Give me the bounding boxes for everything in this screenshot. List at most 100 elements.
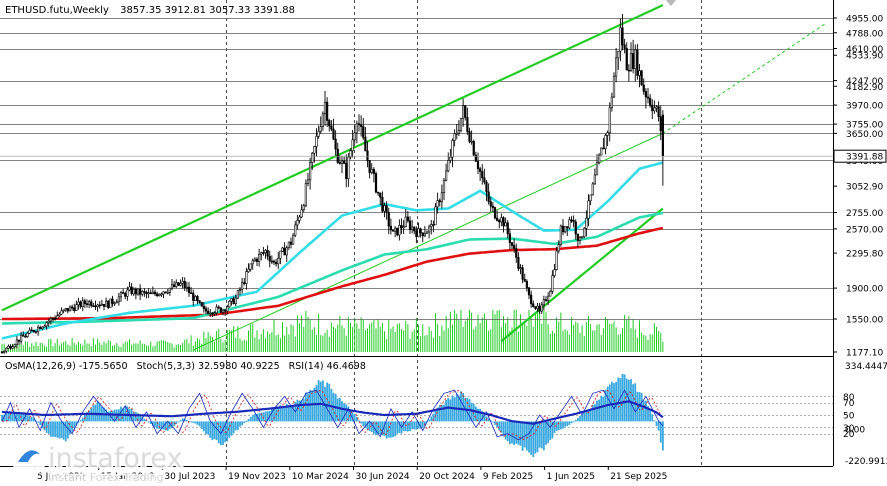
volume-bar (439, 335, 441, 352)
osma-bar (270, 408, 273, 422)
volume-bar (31, 343, 33, 352)
candle-body-up (60, 310, 63, 315)
volume-bar (265, 338, 266, 352)
volume-bar (350, 323, 351, 352)
osma-bar (5, 413, 8, 422)
volume-bar (116, 343, 118, 352)
candle-body-down (538, 305, 541, 312)
volume-bar (645, 335, 647, 352)
volume-bar (209, 335, 211, 352)
candle-body-up (230, 298, 233, 302)
osma-bar (317, 380, 320, 422)
osma-bar (202, 421, 205, 432)
volume-bar (71, 337, 73, 352)
volume-bar (126, 341, 128, 352)
volume-bar (626, 319, 628, 352)
volume-bar (656, 326, 657, 352)
volume-bar (641, 332, 643, 352)
price-tick-label: 1177.10 (846, 349, 883, 359)
osma-bar (534, 421, 537, 454)
osma-bar (608, 384, 611, 422)
volume-bar (148, 345, 150, 352)
volume-bar (279, 338, 281, 352)
volume-bar (649, 334, 651, 352)
candle-body-up (238, 289, 242, 292)
volume-bar (114, 345, 116, 352)
osma-bar (483, 413, 486, 422)
candle-body-up (349, 150, 352, 158)
osma-bar (379, 421, 382, 435)
stoch-label: Stoch(5,3,3) 32.5980 40.9225 (137, 361, 280, 372)
horizontal-levels (0, 18, 833, 320)
volume-bar (432, 337, 434, 352)
volume-bar (347, 317, 349, 352)
candle-body-up (606, 132, 609, 136)
osma-bar (190, 421, 193, 423)
candle-body-up (281, 247, 284, 252)
osma-bar (623, 374, 626, 422)
candle-body-down (625, 48, 628, 71)
volume-bar (56, 338, 58, 352)
osma-bar (168, 421, 171, 429)
volume-bar (543, 310, 545, 352)
volume-bar (447, 328, 449, 352)
candle-body-up (62, 309, 65, 312)
candle-body-up (600, 147, 603, 156)
volume-bar (528, 310, 530, 352)
osma-bar (368, 421, 371, 431)
candle-body-up (547, 295, 550, 301)
volume-bar (496, 310, 498, 352)
candle-body-up (175, 282, 178, 288)
volume-bar (250, 324, 252, 352)
osma-bar (613, 383, 615, 422)
osma-axis-label: 0.00 (845, 425, 865, 435)
osma-bar (205, 421, 207, 435)
osma-bar (440, 404, 443, 422)
osma-bar (445, 399, 448, 422)
volume-bar (69, 345, 71, 352)
osma-bar (86, 412, 88, 422)
osma-bar (460, 391, 462, 422)
candle-body-up (81, 300, 84, 307)
time-axis: 5 Jun 2022 15 Jan 2023 30 Jul 2023 19 Nov 2… (0, 466, 833, 482)
osma-bar (56, 421, 59, 438)
volume-bar (598, 324, 600, 352)
osma-bar (353, 414, 356, 422)
osma-bar (517, 421, 520, 445)
candle-body-up (251, 260, 254, 265)
trend-channel[interactable] (1, 4, 827, 351)
osma-bar (438, 405, 441, 422)
volume-bar (41, 343, 43, 352)
osma-bar (52, 421, 54, 437)
volume-bar (373, 320, 375, 352)
volume-bar (50, 338, 52, 352)
candle-body-down (476, 160, 480, 170)
volume-bar (248, 330, 249, 352)
osma-bar (568, 421, 571, 425)
osma-bar (283, 406, 286, 422)
price-tick-label: 1550.00 (846, 316, 883, 326)
candle-body-up (593, 174, 596, 185)
volume-bar (267, 331, 269, 352)
oscillator-header: OsMA(12,26,9) -175.5650 Stoch(5,3,3) 32.… (5, 361, 366, 372)
osma-bar (511, 421, 513, 444)
osma-bar (579, 415, 581, 422)
candle-body-down (574, 221, 577, 235)
volume-bar (169, 342, 171, 352)
candle-body-down (143, 291, 146, 293)
chart-shift-marker[interactable] (666, 0, 676, 6)
osma-bar (430, 416, 433, 422)
osma-bar (258, 413, 261, 422)
volume-bar (636, 337, 638, 352)
candle-body-up (583, 228, 586, 238)
osma-bar (243, 421, 246, 424)
osma-bar (494, 421, 496, 425)
volume-bar (173, 347, 175, 352)
volume-bar (577, 323, 579, 352)
candle-body-up (317, 131, 320, 137)
candle-body-down (202, 305, 205, 309)
volume-bar (526, 325, 528, 352)
